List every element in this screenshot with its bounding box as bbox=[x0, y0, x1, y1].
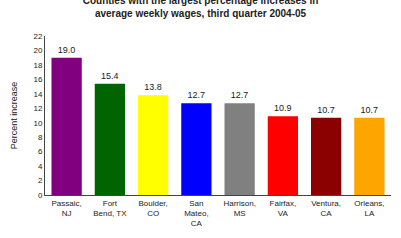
svg-text:Counties with the largest perc: Counties with the largest percentage inc… bbox=[83, 0, 319, 19]
svg-text:12: 12 bbox=[33, 104, 42, 113]
svg-text:14: 14 bbox=[33, 90, 42, 99]
svg-text:4: 4 bbox=[38, 162, 43, 171]
svg-text:10.7: 10.7 bbox=[317, 105, 335, 115]
svg-text:10.9: 10.9 bbox=[274, 103, 292, 113]
svg-text:22: 22 bbox=[33, 32, 42, 41]
svg-text:12.7: 12.7 bbox=[188, 90, 206, 100]
svg-text:10: 10 bbox=[33, 119, 42, 128]
svg-text:2: 2 bbox=[38, 176, 43, 185]
svg-text:Fairfax,VA: Fairfax,VA bbox=[270, 199, 297, 218]
svg-text:13.8: 13.8 bbox=[144, 82, 162, 92]
svg-text:19.0: 19.0 bbox=[58, 45, 76, 55]
svg-text:6: 6 bbox=[38, 147, 43, 156]
svg-text:SanMateo,CA: SanMateo,CA bbox=[184, 199, 208, 229]
svg-text:10.7: 10.7 bbox=[361, 105, 379, 115]
svg-text:Orleans,LA: Orleans,LA bbox=[354, 199, 384, 218]
svg-text:Percent increase: Percent increase bbox=[9, 82, 19, 150]
svg-text:Passaic,NJ: Passaic,NJ bbox=[52, 199, 82, 218]
svg-text:16: 16 bbox=[33, 75, 42, 84]
svg-text:FortBend, TX: FortBend, TX bbox=[93, 199, 127, 218]
svg-text:20: 20 bbox=[33, 46, 42, 55]
svg-text:Boulder,CO: Boulder,CO bbox=[138, 199, 167, 218]
svg-text:15.4: 15.4 bbox=[101, 71, 119, 81]
svg-text:12.7: 12.7 bbox=[231, 90, 249, 100]
svg-text:8: 8 bbox=[38, 133, 43, 142]
svg-text:0: 0 bbox=[38, 191, 43, 200]
svg-text:18: 18 bbox=[33, 61, 42, 70]
svg-text:Harrison,MS: Harrison,MS bbox=[223, 199, 255, 218]
svg-text:Ventura,CA: Ventura,CA bbox=[311, 199, 341, 218]
